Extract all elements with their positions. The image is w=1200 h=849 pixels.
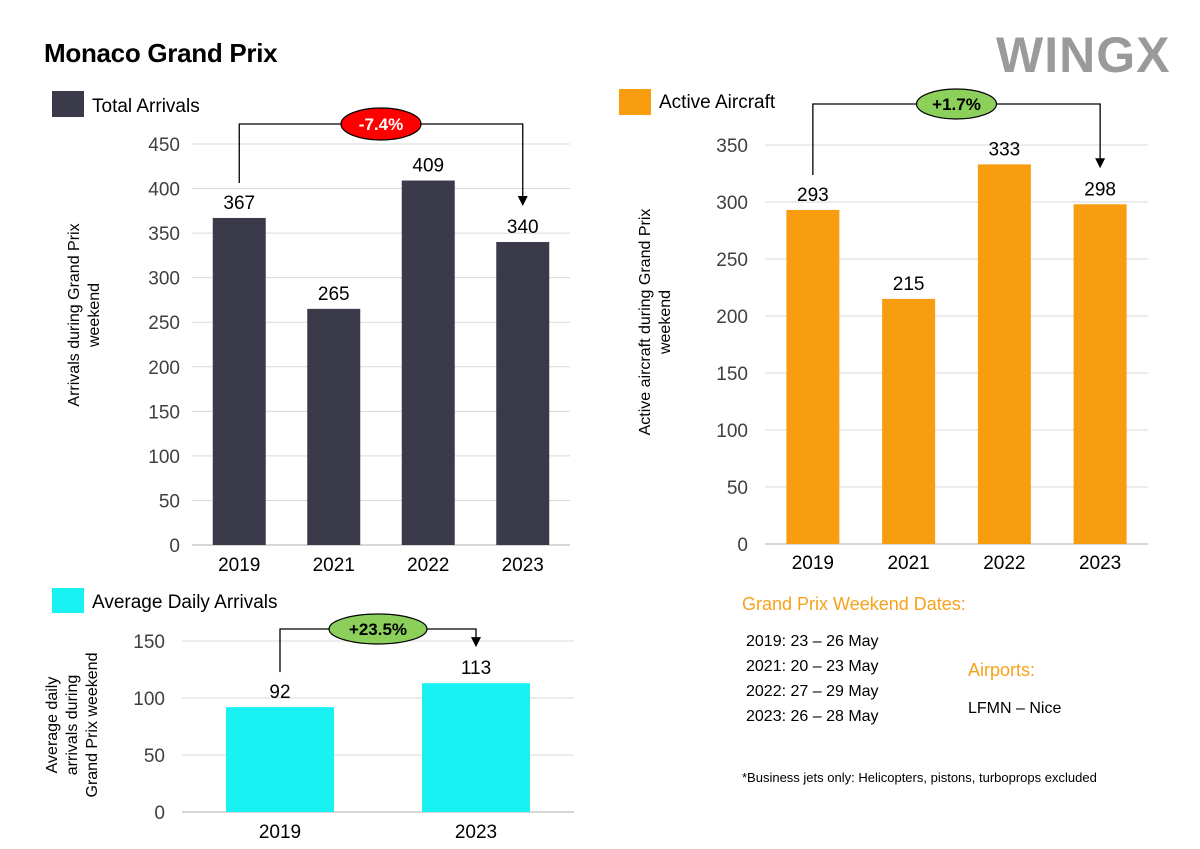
change-badge-label: +23.5% bbox=[349, 620, 407, 639]
y-tick-label: 250 bbox=[148, 313, 180, 334]
change-badge bbox=[340, 107, 422, 141]
y-tick-label: 350 bbox=[716, 136, 748, 157]
y-axis-label: Average daily arrivals during Grand Prix w… bbox=[44, 653, 101, 798]
y-tick-label: 200 bbox=[148, 358, 180, 379]
data-label: 333 bbox=[989, 139, 1021, 160]
legend-label: Total Arrivals bbox=[92, 96, 200, 117]
y-axis-label: Arrivals during Grand Prix weekend bbox=[66, 223, 103, 406]
legend-swatch bbox=[52, 91, 84, 117]
airports-heading: Airports: bbox=[968, 660, 1036, 680]
y-axis-label-line: Arrivals during Grand Prix bbox=[66, 223, 83, 406]
x-tick-label: 2019 bbox=[792, 553, 834, 574]
y-tick-label: 100 bbox=[716, 421, 748, 442]
x-tick-label: 2019 bbox=[218, 555, 260, 576]
x-tick-label: 2021 bbox=[313, 555, 355, 576]
bar bbox=[882, 298, 936, 544]
change-badge bbox=[328, 613, 428, 645]
legend-label: Active Aircraft bbox=[659, 92, 776, 113]
x-tick-label: 2019 bbox=[259, 822, 301, 843]
bar bbox=[786, 209, 840, 545]
change-badge bbox=[915, 88, 998, 120]
legend-label: Average Daily Arrivals bbox=[92, 592, 278, 613]
bar bbox=[307, 308, 361, 545]
y-tick-label: 350 bbox=[148, 224, 180, 245]
y-tick-label: 150 bbox=[716, 364, 748, 385]
y-tick-label: 150 bbox=[133, 632, 165, 653]
y-axis-label-line: Grand Prix weekend bbox=[84, 653, 101, 798]
y-tick-label: 300 bbox=[148, 269, 180, 290]
change-badge-label: +1.7% bbox=[932, 95, 981, 114]
change-arrowhead bbox=[471, 637, 481, 648]
y-tick-label: 50 bbox=[144, 746, 165, 767]
bar bbox=[401, 180, 455, 545]
legend-swatch bbox=[619, 89, 651, 115]
data-label: 367 bbox=[223, 193, 255, 214]
change-badge-label: -7.4% bbox=[359, 115, 403, 134]
page-title: Monaco Grand Prix bbox=[44, 38, 278, 68]
bar bbox=[1073, 204, 1127, 544]
footnote: *Business jets only: Helicopters, piston… bbox=[742, 770, 1097, 785]
x-tick-label: 2023 bbox=[455, 822, 497, 843]
y-axis-label-line: Active aircraft during Grand Prix bbox=[637, 209, 654, 436]
date-item: 2023: 26 – 28 May bbox=[746, 708, 879, 725]
x-tick-label: 2023 bbox=[1079, 553, 1121, 574]
y-axis-label-line: weekend bbox=[657, 290, 674, 355]
x-tick-label: 2021 bbox=[887, 553, 929, 574]
data-label: 298 bbox=[1084, 179, 1116, 200]
y-tick-label: 50 bbox=[159, 491, 180, 512]
y-axis-label-line: arrivals during bbox=[64, 675, 81, 775]
data-label: 215 bbox=[893, 274, 925, 295]
bar bbox=[496, 242, 550, 545]
data-label: 293 bbox=[797, 185, 829, 206]
x-tick-label: 2022 bbox=[407, 555, 449, 576]
y-tick-label: 0 bbox=[737, 535, 748, 556]
y-tick-label: 50 bbox=[727, 478, 748, 499]
bar bbox=[226, 707, 334, 812]
date-item: 2021: 20 – 23 May bbox=[746, 658, 879, 675]
y-tick-label: 0 bbox=[169, 536, 180, 557]
data-label: 340 bbox=[507, 217, 539, 238]
data-label: 409 bbox=[412, 156, 444, 177]
y-axis-label-line: Average daily bbox=[44, 677, 61, 774]
y-tick-label: 100 bbox=[148, 447, 180, 468]
date-item: 2022: 27 – 29 May bbox=[746, 683, 879, 700]
data-label: 92 bbox=[269, 682, 290, 703]
dates-heading: Grand Prix Weekend Dates: bbox=[742, 594, 966, 614]
data-label: 265 bbox=[318, 284, 350, 305]
bar bbox=[977, 164, 1031, 544]
wingx-logo: WINGX bbox=[996, 27, 1171, 83]
y-tick-label: 150 bbox=[148, 402, 180, 423]
y-axis-label-line: weekend bbox=[86, 283, 103, 348]
date-item: 2019: 23 – 26 May bbox=[746, 633, 879, 650]
bar bbox=[422, 683, 530, 812]
change-arrowhead bbox=[517, 196, 528, 207]
airport-item: LFMN – Nice bbox=[968, 700, 1062, 717]
change-arrowhead bbox=[1095, 158, 1106, 169]
y-axis-label: Active aircraft during Grand Prix weekend bbox=[637, 209, 674, 436]
x-tick-label: 2023 bbox=[502, 555, 544, 576]
y-tick-label: 200 bbox=[716, 307, 748, 328]
y-tick-label: 450 bbox=[148, 135, 180, 156]
x-tick-label: 2022 bbox=[983, 553, 1025, 574]
bar bbox=[212, 217, 266, 545]
y-tick-label: 300 bbox=[716, 193, 748, 214]
dates-list: 2019: 23 – 26 May 2021: 20 – 23 May 2022… bbox=[746, 629, 879, 729]
y-tick-label: 250 bbox=[716, 250, 748, 271]
data-label: 113 bbox=[461, 658, 491, 679]
y-tick-label: 0 bbox=[154, 803, 165, 824]
y-tick-label: 400 bbox=[148, 180, 180, 201]
legend-swatch bbox=[52, 588, 84, 613]
y-tick-label: 100 bbox=[133, 689, 165, 710]
